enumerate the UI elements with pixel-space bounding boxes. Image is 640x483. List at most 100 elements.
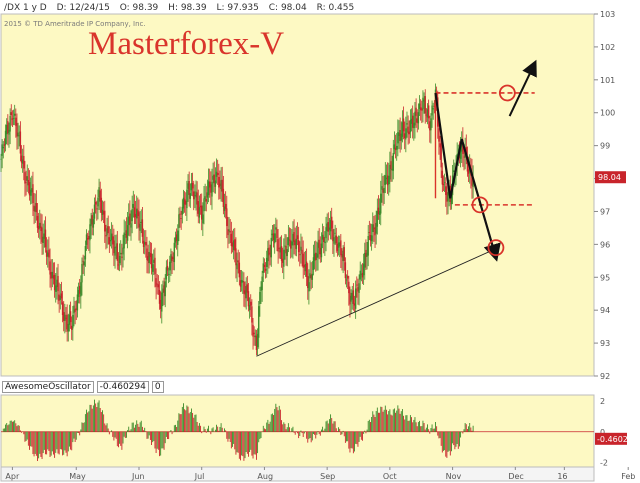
candle-body bbox=[264, 268, 267, 271]
candle-body bbox=[305, 261, 308, 277]
candle-body bbox=[341, 254, 343, 258]
candle-body bbox=[343, 247, 345, 262]
candle-body bbox=[182, 197, 185, 209]
candle-body bbox=[384, 175, 387, 185]
candle-body bbox=[174, 237, 177, 243]
candle-body bbox=[311, 273, 314, 280]
candle-body bbox=[76, 294, 79, 311]
candle-body bbox=[147, 256, 149, 262]
candle-body bbox=[59, 295, 61, 300]
candle-body bbox=[426, 109, 429, 118]
candle-body bbox=[179, 213, 181, 215]
indicator-value: -0.460294 bbox=[96, 381, 149, 393]
candle-body bbox=[342, 250, 344, 262]
candle-body bbox=[381, 186, 383, 190]
time-tick-label: May bbox=[69, 472, 86, 481]
candle-body bbox=[65, 317, 67, 319]
candle-body bbox=[350, 295, 352, 302]
candle-body bbox=[9, 115, 11, 132]
price-tick-label: 97 bbox=[600, 207, 610, 216]
candle-body bbox=[122, 247, 124, 255]
candle-body bbox=[98, 187, 100, 198]
candle-body bbox=[439, 143, 441, 148]
candle-body bbox=[36, 215, 39, 228]
candle-body bbox=[197, 201, 199, 214]
candle-body bbox=[281, 258, 284, 263]
candle-body bbox=[247, 291, 250, 307]
candle-body bbox=[312, 257, 315, 271]
candle-body bbox=[32, 184, 34, 203]
candle-body bbox=[324, 241, 326, 244]
candle-body bbox=[212, 175, 214, 180]
candle-body bbox=[7, 121, 9, 134]
candle-body bbox=[140, 221, 142, 224]
candle-body bbox=[423, 99, 425, 102]
candle-body bbox=[294, 240, 296, 246]
candle-body bbox=[378, 211, 381, 215]
candle-body bbox=[309, 273, 311, 279]
candle-body bbox=[150, 253, 153, 269]
candle-body bbox=[57, 275, 59, 292]
oscillator-tick-label: -2 bbox=[600, 458, 608, 467]
quote-header: /DX 1 y D D: 12/24/15 O: 98.39 H: 98.39 … bbox=[4, 3, 361, 13]
candle-body bbox=[136, 208, 138, 219]
candle-body bbox=[276, 229, 278, 238]
candle-body bbox=[63, 312, 65, 321]
candle-body bbox=[325, 227, 327, 239]
price-tick-label: 101 bbox=[600, 76, 615, 85]
candle-body bbox=[99, 190, 101, 202]
candle-body bbox=[405, 128, 407, 140]
candle-body bbox=[323, 236, 325, 243]
candle-body bbox=[33, 205, 35, 212]
candle-body bbox=[26, 176, 28, 181]
candle-body bbox=[128, 216, 130, 226]
candle-body bbox=[109, 239, 112, 242]
candle-body bbox=[4, 130, 7, 145]
candle-body bbox=[310, 274, 312, 279]
price-tick-label: 92 bbox=[600, 372, 610, 381]
candle-body bbox=[216, 172, 219, 175]
candle-body bbox=[417, 112, 420, 124]
candle-body bbox=[292, 233, 294, 246]
candle-body bbox=[6, 124, 8, 135]
candles bbox=[0, 83, 474, 356]
candle-body bbox=[8, 129, 10, 135]
candle-body bbox=[375, 222, 377, 234]
candle-body bbox=[165, 267, 168, 280]
candle-body bbox=[124, 234, 127, 236]
time-tick-label: Jul bbox=[194, 472, 205, 481]
candle-body bbox=[441, 170, 444, 185]
candle-body bbox=[89, 224, 91, 241]
candle-body bbox=[410, 118, 413, 124]
candle-body bbox=[369, 234, 372, 241]
candle-body bbox=[262, 263, 264, 273]
indicator-name[interactable]: AwesomeOscillator bbox=[2, 381, 94, 393]
candle-body bbox=[414, 111, 416, 126]
symbol-label[interactable]: /DX 1 y D bbox=[4, 3, 47, 13]
candle-body bbox=[296, 235, 299, 239]
candle-body bbox=[40, 226, 42, 231]
candle-body bbox=[447, 192, 449, 202]
candle-body bbox=[370, 235, 373, 242]
candle-body bbox=[139, 223, 141, 231]
candle-body bbox=[232, 240, 235, 251]
candle-body bbox=[177, 230, 179, 245]
candle-body bbox=[392, 152, 394, 171]
candle-body bbox=[55, 285, 57, 292]
candle-body bbox=[1, 144, 3, 156]
candle-body bbox=[117, 264, 120, 266]
candle-body bbox=[143, 242, 146, 245]
candle-body bbox=[224, 203, 227, 209]
candle-body bbox=[291, 241, 293, 246]
candle-body bbox=[66, 314, 68, 330]
price-tick-label: 95 bbox=[600, 273, 610, 282]
candle-body bbox=[157, 284, 160, 288]
candle-body bbox=[277, 239, 279, 252]
candle-body bbox=[445, 186, 447, 195]
candle-body bbox=[201, 205, 203, 220]
candle-body bbox=[72, 314, 74, 329]
candle-body bbox=[121, 256, 123, 258]
candle-body bbox=[42, 236, 44, 243]
candle-body bbox=[61, 302, 64, 316]
